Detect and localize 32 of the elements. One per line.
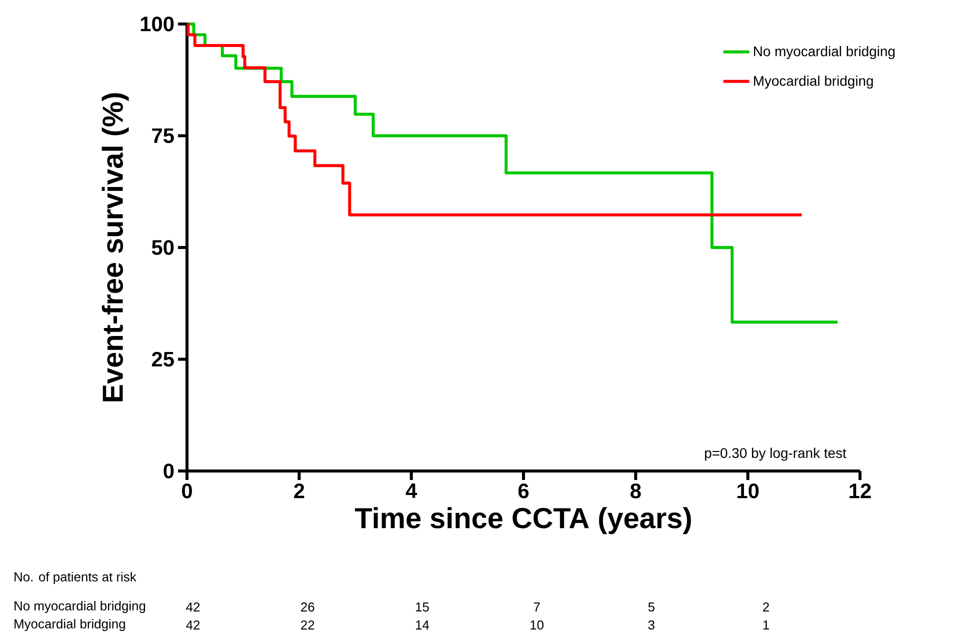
x-tick-label: 10 [738, 484, 759, 498]
text: 15 [416, 602, 429, 612]
text: 2 [763, 602, 769, 612]
annotation: p=0.30 by log-rank test [705, 448, 846, 461]
text: No. of patients at risk [14, 572, 136, 584]
text: 14 [416, 620, 430, 630]
y-tick-label: 0 [164, 464, 174, 478]
y-axis-title: Event-free survival (%) [102, 93, 129, 402]
text: 10 [530, 620, 544, 630]
text: 22 [301, 620, 314, 630]
y-tick-label: 50 [152, 240, 174, 255]
x-tick-label: 12 [850, 484, 871, 498]
text: 42 [186, 620, 200, 630]
text: No myocardial bridging [14, 600, 146, 614]
x-tick-label: 6 [518, 484, 529, 498]
x-tick-label: 0 [182, 484, 192, 498]
x-tick-label: 4 [406, 484, 418, 498]
text: 3 [648, 620, 654, 630]
y-tick-label: 100 [140, 16, 174, 32]
text: Myocardial bridging [14, 618, 125, 632]
x-axis-title: Time since CCTA (years) [354, 507, 691, 534]
y-tick-label: 25 [152, 352, 174, 367]
text: 5 [648, 602, 654, 612]
text: 7 [534, 602, 540, 612]
legend-label: No myocardial bridging [754, 46, 895, 60]
legend-label: Myocardial bridging [754, 76, 873, 89]
text: 42 [186, 602, 200, 612]
x-tick-label: 2 [294, 484, 304, 498]
x-tick-label: 8 [630, 484, 641, 498]
y-tick-label: 75 [152, 128, 174, 144]
text: 1 [763, 620, 769, 630]
text: 26 [301, 602, 314, 612]
